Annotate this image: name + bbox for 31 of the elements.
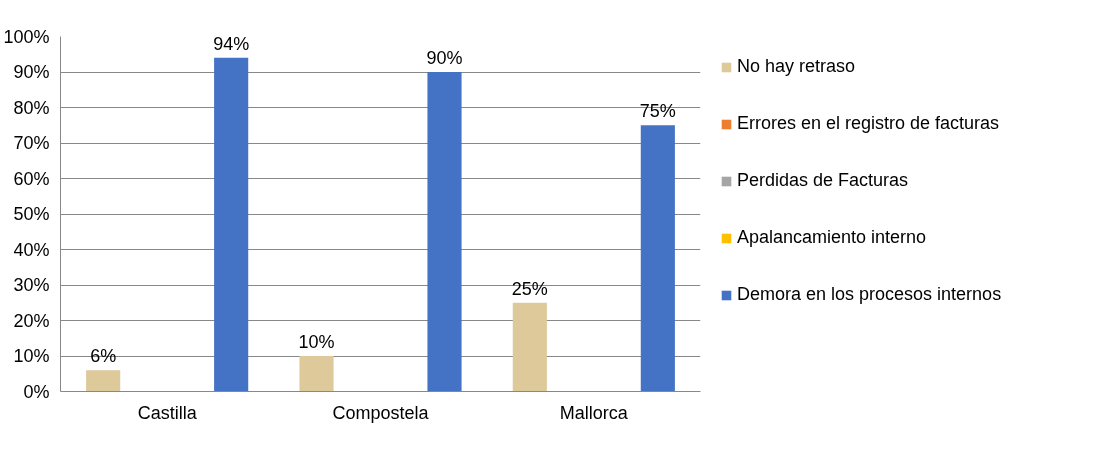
legend-label: No hay retraso: [737, 56, 856, 77]
data-label: 10%: [298, 332, 335, 352]
legend-label: Apalancamiento interno: [737, 227, 927, 248]
y-tick-label: 90%: [13, 62, 50, 82]
x-tick-label: Compostela: [332, 402, 430, 423]
bar: [86, 370, 121, 392]
y-tick-label: 70%: [13, 133, 50, 153]
y-tick-label: 80%: [13, 97, 50, 118]
bar: [299, 356, 334, 392]
y-tick-label: 100%: [3, 26, 50, 47]
y-tick-label: 20%: [13, 310, 50, 331]
bar: [427, 72, 462, 392]
y-tick-label: 40%: [13, 239, 50, 260]
legend-label: Demora en los procesos internos: [737, 284, 1002, 305]
legend-label: Errores en el registro de facturas: [737, 113, 1000, 134]
data-label: 6%: [90, 346, 117, 367]
y-tick-label: 30%: [13, 275, 50, 295]
y-tick-label: 0%: [23, 381, 50, 402]
bar: [214, 57, 249, 392]
data-label: 75%: [639, 101, 676, 122]
x-tick-label: Castilla: [137, 402, 198, 423]
legend-label: Perdidas de Facturas: [737, 170, 909, 191]
data-label: 90%: [426, 48, 463, 68]
y-tick-label: 10%: [13, 346, 50, 366]
y-tick-label: 60%: [13, 168, 50, 189]
bar: [640, 125, 675, 392]
data-label: 25%: [511, 278, 548, 299]
data-label: 94%: [213, 33, 250, 54]
y-tick-label: 50%: [13, 204, 50, 224]
bar: [512, 302, 547, 392]
x-tick-label: Mallorca: [559, 402, 629, 423]
